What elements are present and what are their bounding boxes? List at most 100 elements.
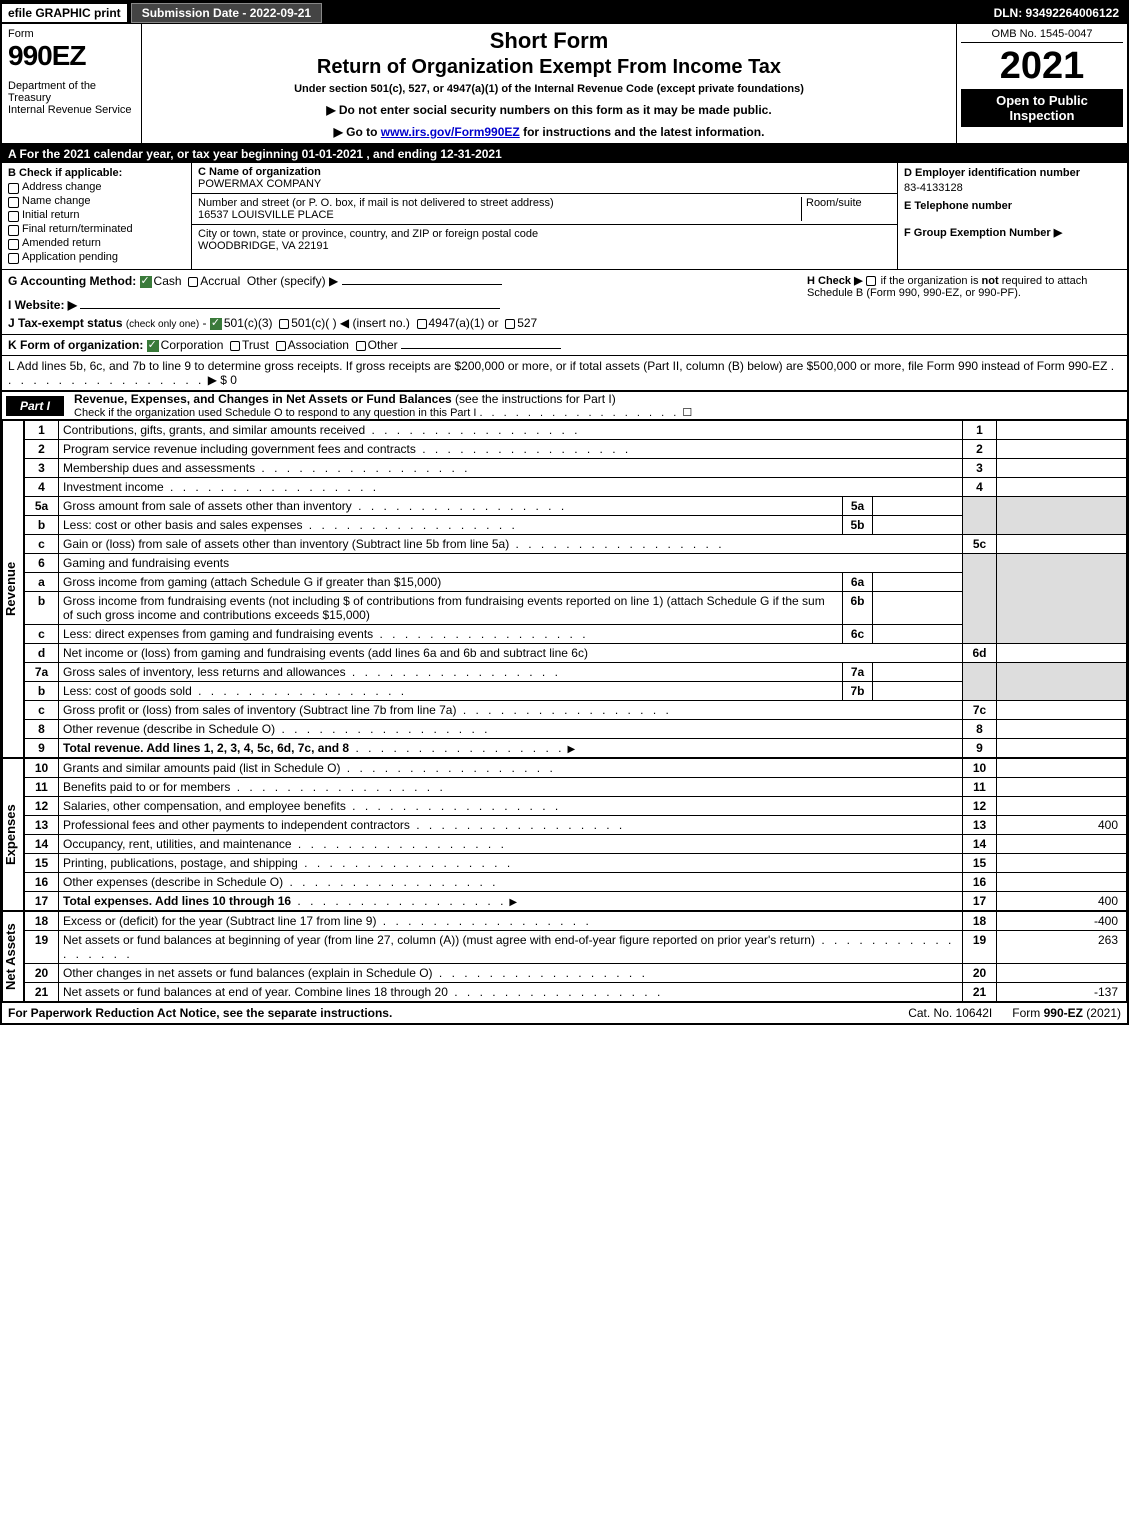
chk-4947[interactable] [417,319,427,329]
row-j: J Tax-exempt status (check only one) - 5… [8,316,801,330]
revenue-table: 1 Contributions, gifts, grants, and simi… [24,420,1127,758]
line-14: 14 Occupancy, rent, utilities, and maint… [25,835,1127,854]
l1-num: 1 [25,421,59,440]
l16-ln: 16 [963,873,997,892]
website-input[interactable] [80,308,500,309]
l8-num: 8 [25,720,59,739]
l8-ln: 8 [963,720,997,739]
g-accrual: Accrual [200,274,240,288]
row-g: G Accounting Method: Cash Accrual Other … [8,274,801,288]
chk-name-change[interactable]: Name change [8,195,185,207]
city-label: City or town, state or province, country… [198,228,891,240]
part1-check-box[interactable]: ☐ [682,407,692,419]
chk-trust[interactable] [230,341,240,351]
section-identity: B Check if applicable: Address change Na… [2,163,1127,270]
chk-527[interactable] [505,319,515,329]
dept-treasury: Department of the Treasury [8,80,135,104]
l7b-num: b [25,682,59,701]
line-8: 8 Other revenue (describe in Schedule O)… [25,720,1127,739]
l6d-desc: Net income or (loss) from gaming and fun… [59,644,963,663]
l7a-num: 7a [25,663,59,682]
l6c-num: c [25,625,59,644]
chk-final-return[interactable]: Final return/terminated [8,223,185,235]
chk-application-pending[interactable]: Application pending [8,251,185,263]
part1-title: Revenue, Expenses, and Changes in Net As… [68,392,452,406]
header-left: Form 990EZ Department of the Treasury In… [2,24,142,143]
footer: For Paperwork Reduction Act Notice, see … [2,1002,1127,1023]
line-6c: c Less: direct expenses from gaming and … [25,625,1127,644]
l12-desc: Salaries, other compensation, and employ… [63,799,346,813]
row-h: H Check ▶ if the organization is not req… [801,274,1121,330]
l17-arrow-icon [506,894,520,908]
l14-num: 14 [25,835,59,854]
l7b-subval [873,682,963,701]
netassets-table: 18 Excess or (deficit) for the year (Sub… [24,911,1127,1002]
chk-amended-return[interactable]: Amended return [8,237,185,249]
l9-arrow-icon [564,741,578,755]
footer-catno: Cat. No. 10642I [888,1006,1012,1020]
open-to-public: Open to Public Inspection [961,89,1123,127]
efile-print-button[interactable]: efile GRAPHIC print [2,4,127,22]
irs-link[interactable]: www.irs.gov/Form990EZ [381,125,520,139]
line-6b: b Gross income from fundraising events (… [25,592,1127,625]
chk-corporation-icon[interactable] [147,340,159,352]
directive2-pre: ▶ Go to [334,125,381,139]
l14-amt [997,835,1127,854]
row-k: K Form of organization: Corporation Trus… [2,335,1127,356]
l8-desc: Other revenue (describe in Schedule O) [63,722,275,736]
l5c-num: c [25,535,59,554]
l18-num: 18 [25,912,59,931]
directive-ssn: ▶ Do not enter social security numbers o… [150,103,948,117]
short-form-title: Short Form [150,28,948,54]
l6-num: 6 [25,554,59,573]
l11-ln: 11 [963,778,997,797]
l12-num: 12 [25,797,59,816]
l18-ln: 18 [963,912,997,931]
line-11: 11 Benefits paid to or for members 11 [25,778,1127,797]
line-17: 17 Total expenses. Add lines 10 through … [25,892,1127,911]
dln-number: DLN: 93492264006122 [994,6,1127,20]
l5b-desc: Less: cost or other basis and sales expe… [63,518,302,532]
g-cash: Cash [154,274,182,288]
l5b-subval [873,516,963,535]
footer-paperwork: For Paperwork Reduction Act Notice, see … [8,1006,888,1020]
l1-desc: Contributions, gifts, grants, and simila… [63,423,365,437]
chk-association[interactable] [276,341,286,351]
k-other-input[interactable] [401,348,561,349]
l19-desc: Net assets or fund balances at beginning… [63,933,815,947]
l5a-subval [873,497,963,516]
submission-date: Submission Date - 2022-09-21 [131,3,322,23]
l6d-num: d [25,644,59,663]
street-label: Number and street (or P. O. box, if mail… [198,197,801,209]
part1-check-dots [479,407,679,419]
g-other-input[interactable] [342,284,502,285]
chk-cash-icon[interactable] [140,276,152,288]
chk-h[interactable] [866,276,876,286]
l5c-ln: 5c [963,535,997,554]
l12-ln: 12 [963,797,997,816]
line-4: 4 Investment income 4 [25,478,1127,497]
l18-desc: Excess or (deficit) for the year (Subtra… [63,914,376,928]
l2-desc: Program service revenue including govern… [63,442,416,456]
footer-form-post: (2021) [1083,1006,1121,1020]
chk-initial-return[interactable]: Initial return [8,209,185,221]
directive-goto: ▶ Go to www.irs.gov/Form990EZ for instru… [150,125,948,139]
expenses-table: 10 Grants and similar amounts paid (list… [24,758,1127,911]
j-label: J Tax-exempt status [8,316,126,330]
j-small: (check only one) [126,319,199,330]
chk-501c3-icon[interactable] [210,318,222,330]
l6b-sub: 6b [843,592,873,625]
l9-ln: 9 [963,739,997,758]
row-i: I Website: ▶ [8,298,801,312]
l15-num: 15 [25,854,59,873]
line-18: 18 Excess or (deficit) for the year (Sub… [25,912,1127,931]
chk-other[interactable] [356,341,366,351]
l-value: ▶ $ 0 [208,373,237,387]
l7a-desc: Gross sales of inventory, less returns a… [63,665,346,679]
chk-501c[interactable] [279,319,289,329]
chk-accrual[interactable] [188,277,198,287]
chk-address-change[interactable]: Address change [8,181,185,193]
j-4947: 4947(a)(1) or [429,316,499,330]
l6c-subval [873,625,963,644]
l4-desc: Investment income [63,480,164,494]
